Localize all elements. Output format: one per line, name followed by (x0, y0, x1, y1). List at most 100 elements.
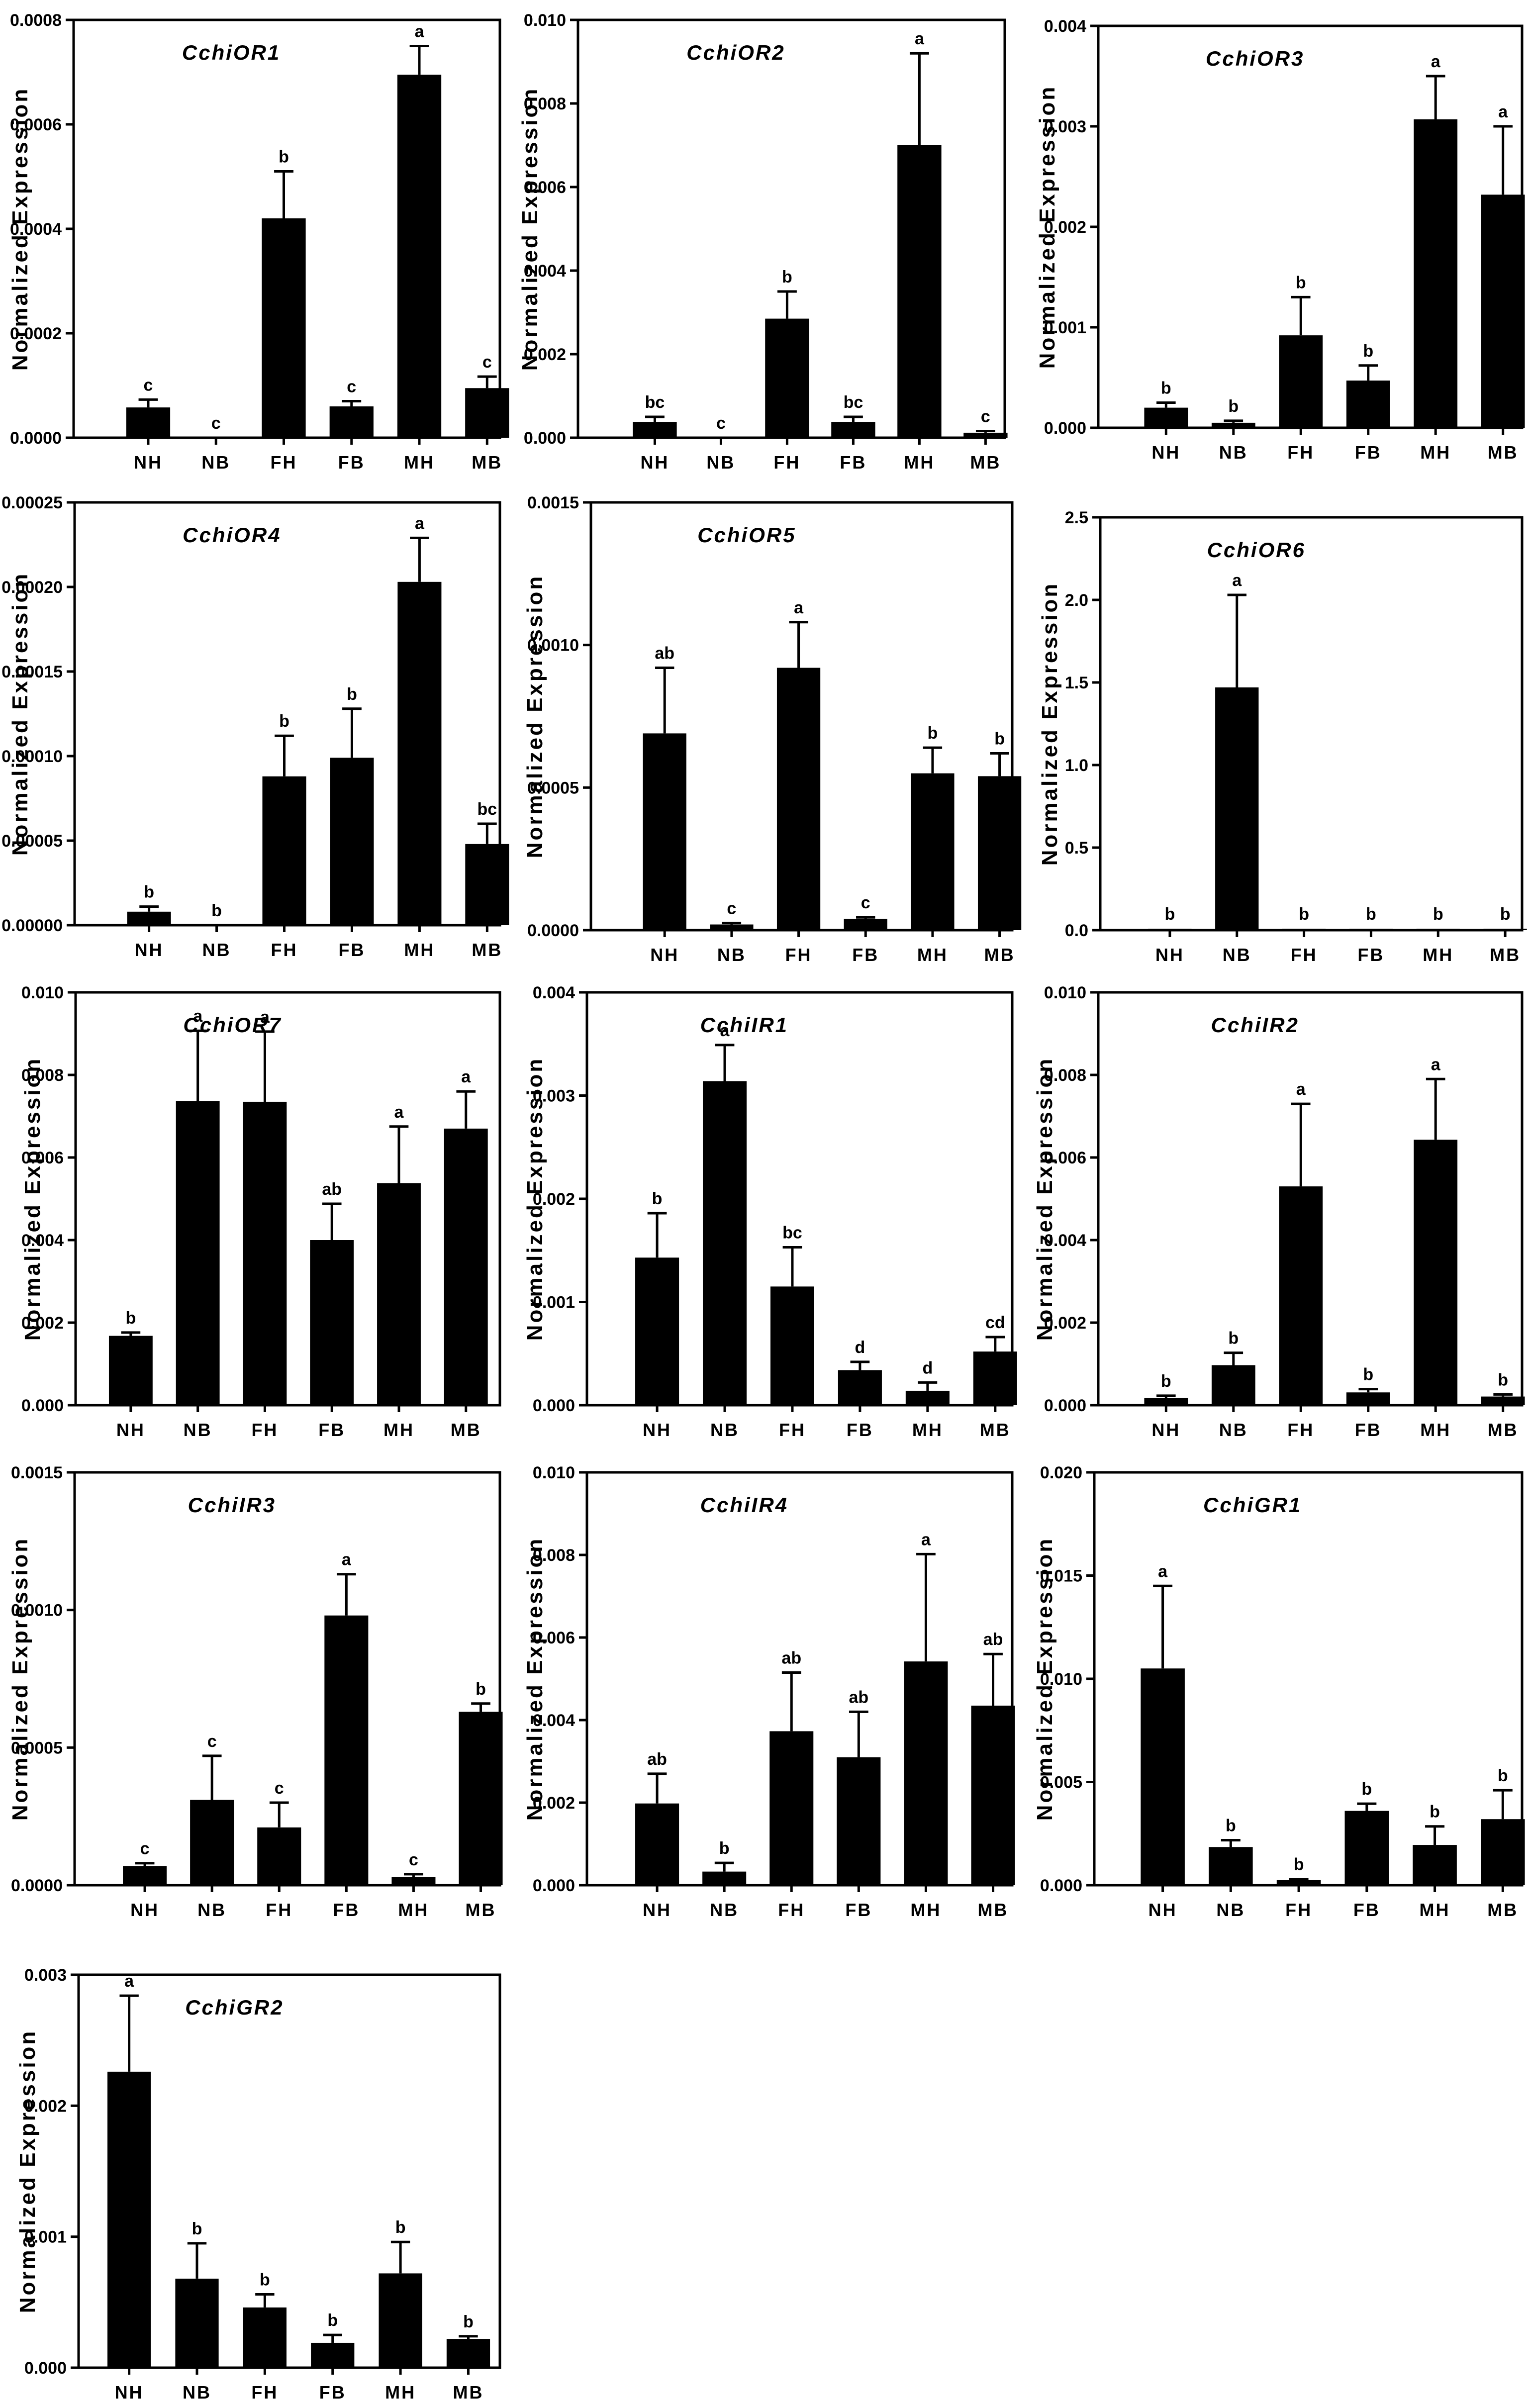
bar-cchiir4-mh (904, 1661, 948, 1885)
significance-letter: b (1366, 905, 1376, 924)
significance-letter: b (395, 2218, 406, 2237)
y-tick-label: 0.001 (533, 1293, 575, 1312)
bar-cchiir4-nh (635, 1803, 679, 1885)
bar-cchior1-fh (262, 218, 306, 438)
x-tick-label: MB (1487, 1900, 1518, 1920)
plot-frame (1099, 516, 1524, 932)
bar-cchior4-fb (330, 758, 374, 925)
y-tick-label: 0.006 (533, 1629, 575, 1647)
y-tick-label: 0.004 (533, 983, 575, 1002)
y-tick-label: 0.000 (1044, 1396, 1086, 1415)
bar-cchiir2-mb (1481, 1396, 1525, 1405)
y-tick-label: 0.001 (24, 2228, 67, 2247)
bar-cchior5-fb (844, 919, 887, 930)
bar-cchior7-mb (444, 1128, 488, 1405)
bar-cchiir3-nh (123, 1866, 167, 1885)
x-tick-label: MH (385, 2382, 416, 2403)
x-tick-label: FH (251, 2382, 278, 2403)
x-tick-label: MH (404, 452, 435, 473)
bar-cchiir4-fb (837, 1757, 881, 1885)
x-tick-label: FB (319, 2382, 346, 2403)
chart-title: CchiIR3 (188, 1493, 276, 1517)
y-tick-label: 0.002 (533, 1794, 575, 1813)
significance-letter: b (1228, 1329, 1239, 1348)
x-tick-label: MH (404, 940, 435, 960)
x-tick-label: FH (778, 1900, 805, 1920)
y-tick-label: 0.002 (533, 1190, 575, 1209)
significance-letter: c (482, 353, 492, 372)
x-tick-label: NH (1151, 442, 1180, 463)
x-tick-label: FH (773, 452, 800, 473)
bar-cchior2-fh (765, 318, 809, 438)
y-tick-label: 0.000 (24, 2359, 67, 2378)
x-tick-label: NB (1219, 442, 1248, 463)
significance-letter: ab (983, 1630, 1003, 1649)
significance-letter: b (652, 1189, 663, 1208)
x-tick-label: MB (984, 945, 1015, 965)
bar-cchior1-mb (465, 388, 509, 438)
bar-cchior4-nh (127, 911, 171, 925)
significance-letter: bc (478, 800, 497, 819)
significance-letter: b (1296, 273, 1306, 292)
significance-letter: b (1161, 1372, 1171, 1391)
x-tick-label: NB (1223, 945, 1251, 965)
significance-letter: b (1363, 342, 1373, 361)
y-tick-label: 0.015 (1040, 1567, 1082, 1586)
y-tick-label: 0.0004 (10, 220, 62, 239)
significance-letter: a (461, 1067, 471, 1086)
significance-letter: b (1498, 1766, 1508, 1785)
significance-letter: a (915, 29, 925, 48)
significance-letter: a (124, 1972, 134, 1991)
bar-cchiir1-mh (905, 1390, 950, 1405)
x-tick-label: FH (785, 945, 812, 965)
bar-cchior1-mh (397, 75, 442, 438)
x-tick-label: NB (717, 945, 746, 965)
y-tick-label: 0.003 (1044, 117, 1086, 136)
bar-cchiir4-nb (702, 1871, 747, 1885)
y-axis-label: Normalized Expression (8, 1537, 32, 1821)
y-tick-label: 0.020 (1040, 1463, 1082, 1482)
chart-title: CchiOR2 (686, 41, 785, 64)
y-tick-label: 0.0010 (11, 1601, 63, 1620)
x-tick-label: FB (338, 940, 365, 960)
bar-cchigr2-fb (311, 2342, 355, 2368)
bar-cchiir1-mb (973, 1351, 1017, 1405)
significance-letter: b (144, 883, 154, 902)
significance-letter: b (1299, 905, 1309, 924)
significance-letter: b (279, 148, 289, 167)
chart-title: CchiGR1 (1203, 1493, 1302, 1517)
x-tick-label: NH (640, 452, 669, 473)
bar-cchior4-mb (465, 844, 509, 925)
chart-panel-cchigr1: 0.000 0.005 0.010 0.015 0.020 Normalized Expr… (1033, 1463, 1525, 1920)
x-tick-label: FB (1355, 1420, 1382, 1440)
x-tick-label: FB (338, 452, 365, 473)
y-tick-label: 0.002 (21, 1314, 64, 1333)
x-tick-label: MH (904, 452, 935, 473)
bar-cchior2-mh (897, 145, 942, 438)
bar-cchiir2-mh (1414, 1140, 1458, 1405)
x-tick-label: MB (453, 2382, 483, 2403)
significance-letter: bc (844, 393, 863, 412)
x-tick-label: FB (847, 1420, 873, 1440)
y-tick-label: 0.0008 (10, 11, 62, 30)
chart-title: CchiIR2 (1211, 1013, 1299, 1037)
y-axis-label: Normalized Expression (523, 1537, 547, 1821)
bar-cchior5-mb (977, 776, 1022, 930)
bar-cchior7-fb (310, 1240, 354, 1405)
x-tick-label: NH (650, 945, 679, 965)
significance-letter: b (1226, 1817, 1236, 1835)
y-tick-label: 2.0 (1065, 591, 1088, 610)
bar-cchior4-fh (262, 776, 306, 925)
significance-letter: bc (782, 1224, 802, 1243)
y-tick-label: 0.0006 (10, 115, 62, 134)
chart-panel-cchior2: 0.000 0.002 0.004 0.006 0.008 0.010 Normalized… (518, 11, 1008, 473)
significance-letter: b (211, 901, 222, 920)
significance-letter: a (1431, 52, 1441, 71)
y-tick-label: 0.0015 (527, 493, 579, 512)
y-tick-label: 0.00025 (1, 493, 63, 512)
significance-letter: b (260, 2271, 270, 2290)
bar-cchiir1-fb (838, 1370, 882, 1405)
y-axis-label: Normalized Expression (20, 1057, 45, 1341)
significance-letter: c (716, 414, 726, 433)
x-tick-label: NH (1155, 945, 1184, 965)
